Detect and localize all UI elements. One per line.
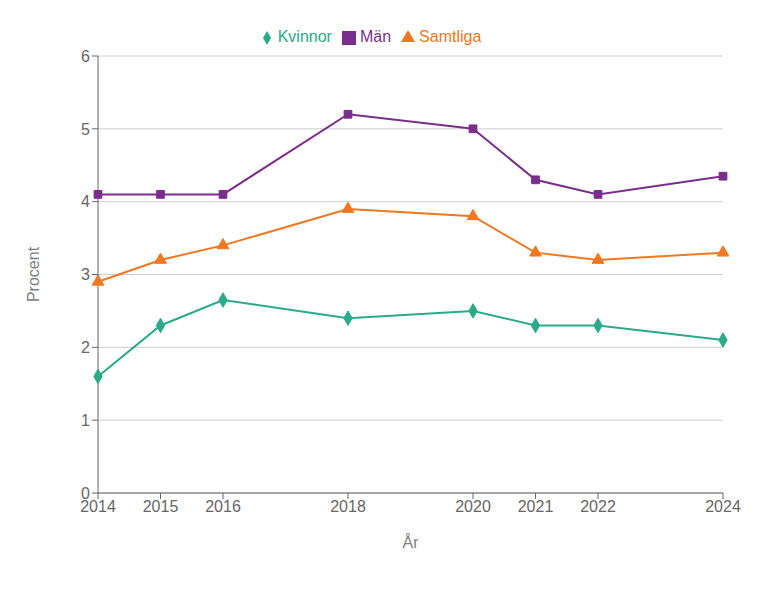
svg-text:4: 4 [81, 193, 90, 210]
svg-text:2021: 2021 [518, 498, 554, 515]
html-text:Samtliga: Samtliga [419, 28, 482, 45]
svg-text:2015: 2015 [143, 498, 179, 515]
svg-text:0: 0 [81, 485, 90, 502]
svg-text:År: År [403, 533, 420, 551]
html-text:Män: Män [359, 28, 392, 45]
svg-text:1: 1 [81, 412, 90, 429]
svg-text:2020: 2020 [455, 498, 491, 515]
svg-text:3: 3 [81, 266, 90, 283]
svg-text:2014: 2014 [80, 498, 116, 516]
svg-text:2018: 2018 [330, 498, 366, 515]
svg-text:6: 6 [81, 48, 90, 65]
svg-text:2022: 2022 [580, 498, 616, 515]
svg-text:2016: 2016 [205, 498, 241, 515]
svg-text:Procent: Procent [25, 246, 42, 302]
svg-text:5: 5 [81, 121, 90, 138]
svg-text:2024: 2024 [705, 498, 741, 515]
svg-text:2: 2 [81, 339, 90, 356]
html-text:Kvinnor: Kvinnor [277, 28, 332, 45]
